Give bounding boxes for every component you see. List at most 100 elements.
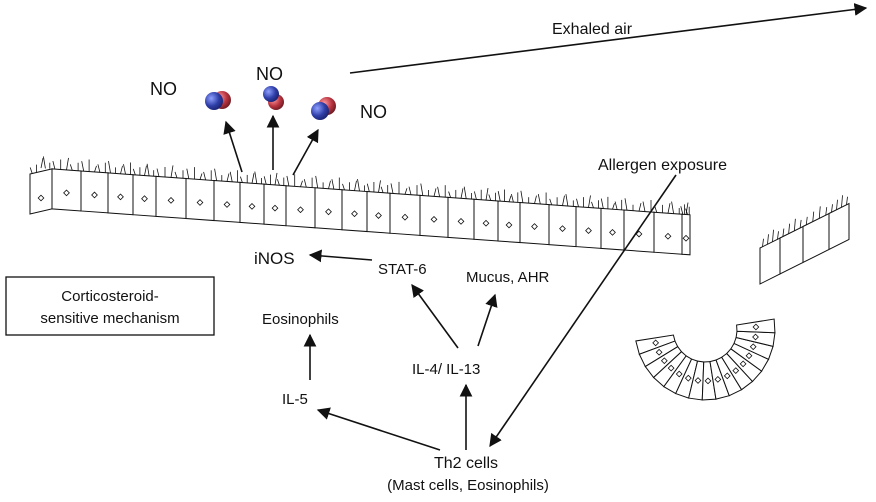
cell-nucleus xyxy=(196,199,204,206)
label-mucus-ahr: Mucus, AHR xyxy=(466,269,550,286)
cell-nucleus xyxy=(667,364,675,372)
cilium xyxy=(508,195,512,202)
cilium xyxy=(614,201,618,210)
epithelial-cell xyxy=(29,168,53,215)
cilium xyxy=(667,203,671,214)
cilium xyxy=(43,156,46,169)
cilium xyxy=(144,165,147,176)
cilium xyxy=(378,180,381,193)
cilium xyxy=(772,229,774,242)
cell-nucleus xyxy=(297,206,304,214)
cilium xyxy=(94,165,97,173)
cilium xyxy=(474,191,477,200)
cilium xyxy=(315,175,319,189)
arrow-il4-to-stat6 xyxy=(411,283,459,349)
cell-nucleus xyxy=(401,213,409,221)
cilium xyxy=(836,199,838,210)
cell-nucleus xyxy=(635,230,643,238)
cell-nucleus xyxy=(430,215,438,223)
cilium xyxy=(108,161,111,174)
cell-nucleus xyxy=(117,193,124,201)
label-th2-cells-sub: (Mast cells, Eosinophils) xyxy=(387,477,549,494)
cilium xyxy=(671,201,674,214)
cilium xyxy=(534,195,537,204)
cell-nucleus xyxy=(531,223,538,230)
cell-nucleus xyxy=(141,195,148,203)
cell-nucleus xyxy=(655,348,663,356)
cilium xyxy=(123,164,126,175)
cilium xyxy=(549,198,553,205)
cell-nucleus xyxy=(167,196,175,204)
label-il5: IL-5 xyxy=(282,391,308,408)
cilium xyxy=(520,190,524,203)
cell-nucleus xyxy=(248,203,256,210)
cilium xyxy=(565,193,569,207)
label-no-2: NO xyxy=(256,64,283,84)
cilium xyxy=(762,238,764,247)
cilium xyxy=(29,167,33,174)
cilium xyxy=(328,180,331,189)
cilium xyxy=(303,179,307,188)
epithelium-cilia xyxy=(29,156,848,247)
cell-nucleus xyxy=(752,323,760,331)
label-allergen-exposure: Allergen exposure xyxy=(598,157,727,174)
label-eosinophils: Eosinophils xyxy=(262,311,339,328)
cilium xyxy=(562,195,565,206)
cell-nucleus xyxy=(739,360,747,368)
cell-nucleus xyxy=(585,227,592,234)
cilium xyxy=(286,175,290,186)
cell-nucleus xyxy=(223,201,231,208)
cell-nucleus xyxy=(664,232,672,240)
cilium xyxy=(254,171,258,184)
cilium xyxy=(782,228,785,237)
cilium xyxy=(199,173,203,180)
cilium xyxy=(66,157,69,170)
cilium xyxy=(52,160,56,170)
cilium xyxy=(420,183,424,196)
cell-nucleus xyxy=(37,194,45,202)
cilium xyxy=(777,231,779,240)
cilium xyxy=(357,178,360,192)
cilium xyxy=(437,186,440,197)
cilium xyxy=(485,188,489,201)
cilium xyxy=(354,180,357,191)
cell-nucleus xyxy=(660,357,668,365)
cilium xyxy=(788,223,791,234)
cilium xyxy=(624,198,628,211)
cilium xyxy=(463,186,467,199)
cell-nucleus xyxy=(682,234,690,242)
cilium xyxy=(497,191,501,202)
epithelial-cell xyxy=(681,213,691,256)
label-th2-cells: Th2 cells xyxy=(434,455,498,472)
cilium xyxy=(263,176,267,185)
label-no-3: NO xyxy=(360,102,387,122)
cilium xyxy=(812,211,815,222)
corticosteroid-box-line1: Corticosteroid- xyxy=(61,288,159,305)
cilium xyxy=(342,183,345,191)
no-molecule-3 xyxy=(311,97,336,120)
cilium xyxy=(251,173,255,184)
cilium xyxy=(588,195,591,208)
cilium xyxy=(120,165,123,174)
cilium xyxy=(793,218,796,231)
cilium xyxy=(404,188,408,195)
cell-nucleus xyxy=(271,204,279,212)
cilium xyxy=(767,234,769,245)
cilium xyxy=(841,195,843,208)
cilium xyxy=(203,171,206,181)
arrow-th2-to-il5 xyxy=(316,407,441,451)
cilium xyxy=(156,168,160,177)
cilium xyxy=(274,172,278,185)
cell-nucleus xyxy=(63,189,70,197)
cilium xyxy=(488,194,492,201)
cilium xyxy=(685,208,688,215)
cilium xyxy=(277,179,280,186)
cell-nucleus xyxy=(351,210,358,218)
cilium xyxy=(600,198,604,209)
corticosteroid-box: Corticosteroid- sensitive mechanism xyxy=(5,276,215,336)
cell-nucleus xyxy=(704,377,712,385)
cilium xyxy=(186,168,190,179)
cilium xyxy=(537,193,541,205)
